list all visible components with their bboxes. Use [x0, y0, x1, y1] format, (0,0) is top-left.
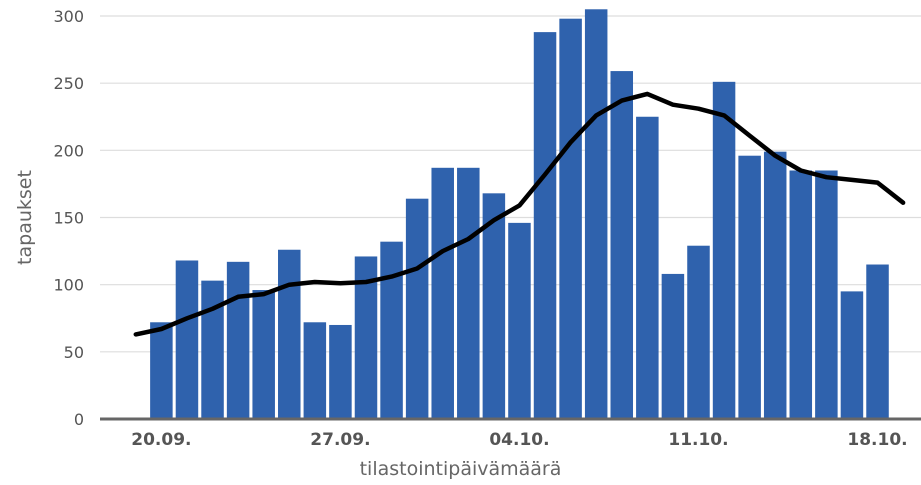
bar-17 — [559, 18, 582, 419]
bar-28 — [840, 291, 864, 419]
bar-10 — [380, 241, 403, 419]
bar-15 — [508, 222, 531, 419]
y-tick-label-0: 0 — [74, 410, 84, 429]
x-tick-labels: 20.09. 27.09. 04.10. 11.10. 18.10. — [131, 430, 907, 450]
bar-19 — [610, 71, 634, 420]
bar-27 — [815, 170, 838, 419]
bar-5 — [252, 290, 275, 419]
bar-9 — [354, 256, 378, 419]
y-tick-label-50: 50 — [64, 343, 84, 362]
bar-18 — [584, 9, 608, 420]
bar-23 — [712, 81, 736, 419]
x-tick-label-5: 18.10. — [847, 430, 907, 450]
bar-6 — [278, 249, 301, 419]
bar-25 — [763, 151, 787, 419]
moving-average-line — [133, 91, 906, 337]
bar-24 — [738, 155, 761, 419]
y-tick-label-250: 250 — [53, 74, 84, 93]
y-tick-label-200: 200 — [53, 141, 84, 160]
y-tick-label-150: 150 — [53, 209, 84, 228]
x-axis-label: tilastointipäivämäärä — [360, 458, 562, 480]
y-tick-label-100: 100 — [53, 276, 84, 295]
y-tick-labels: 0 50 100 150 200 250 300 — [53, 7, 84, 429]
x-tick-label-2: 27.09. — [310, 430, 370, 450]
bar-7 — [303, 322, 327, 419]
bar-20 — [636, 116, 659, 419]
moving-average-series — [133, 91, 906, 337]
bar-29 — [866, 264, 889, 419]
y-tick-label-300: 300 — [53, 7, 84, 26]
bar-26 — [789, 170, 813, 419]
bar-3 — [201, 280, 224, 419]
x-tick-label-1: 20.09. — [131, 430, 191, 450]
bar-series — [150, 9, 889, 420]
bar-11 — [405, 198, 429, 419]
bar-2 — [175, 260, 199, 419]
y-axis-label: tapaukset — [14, 170, 36, 265]
bar-14 — [482, 193, 506, 419]
x-tick-label-4: 11.10. — [668, 430, 728, 450]
bar-1 — [150, 322, 173, 419]
bar-8 — [329, 324, 352, 419]
bar-4 — [226, 261, 250, 419]
bar-13 — [457, 167, 480, 419]
bar-22 — [687, 245, 710, 419]
bar-21 — [661, 273, 685, 419]
bar-12 — [431, 167, 454, 419]
x-tick-label-3: 04.10. — [489, 430, 549, 450]
bar-16 — [533, 32, 557, 420]
